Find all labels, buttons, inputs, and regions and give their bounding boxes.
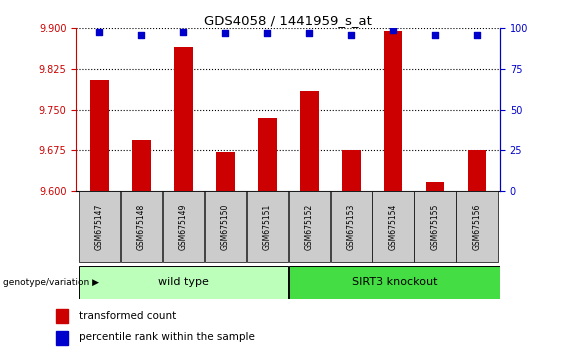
Text: GSM675147: GSM675147 xyxy=(95,203,104,250)
FancyBboxPatch shape xyxy=(415,191,455,262)
Text: SIRT3 knockout: SIRT3 knockout xyxy=(351,277,437,287)
Bar xyxy=(216,152,234,191)
FancyBboxPatch shape xyxy=(372,191,414,262)
Bar xyxy=(56,331,68,345)
Text: transformed count: transformed count xyxy=(79,311,176,321)
Text: GSM675152: GSM675152 xyxy=(305,204,314,250)
FancyBboxPatch shape xyxy=(79,191,120,262)
FancyBboxPatch shape xyxy=(457,191,498,262)
Bar xyxy=(384,31,402,191)
Text: wild type: wild type xyxy=(158,277,208,287)
Point xyxy=(95,29,104,34)
FancyBboxPatch shape xyxy=(163,191,204,262)
Point xyxy=(346,32,355,38)
Text: GSM675150: GSM675150 xyxy=(221,203,230,250)
Bar xyxy=(467,150,486,191)
Text: GSM675156: GSM675156 xyxy=(472,203,481,250)
Text: GSM675151: GSM675151 xyxy=(263,204,272,250)
FancyBboxPatch shape xyxy=(331,191,372,262)
Point xyxy=(179,29,188,34)
Bar xyxy=(425,182,445,191)
Text: genotype/variation ▶: genotype/variation ▶ xyxy=(3,278,99,287)
Bar xyxy=(299,91,319,191)
Bar xyxy=(90,80,109,191)
Point xyxy=(305,30,314,36)
Point xyxy=(389,27,398,33)
Text: percentile rank within the sample: percentile rank within the sample xyxy=(79,332,255,342)
FancyBboxPatch shape xyxy=(289,191,330,262)
FancyBboxPatch shape xyxy=(246,191,288,262)
FancyBboxPatch shape xyxy=(79,266,288,299)
Point xyxy=(431,32,440,38)
Text: GSM675153: GSM675153 xyxy=(346,203,355,250)
Bar xyxy=(174,47,193,191)
FancyBboxPatch shape xyxy=(289,266,500,299)
Point xyxy=(221,30,230,36)
Bar xyxy=(56,309,68,323)
Text: GSM675148: GSM675148 xyxy=(137,204,146,250)
Point xyxy=(137,32,146,38)
FancyBboxPatch shape xyxy=(121,191,162,262)
Text: GSM675149: GSM675149 xyxy=(179,203,188,250)
Point xyxy=(263,30,272,36)
Text: GSM675154: GSM675154 xyxy=(389,203,398,250)
Point xyxy=(472,32,481,38)
Bar xyxy=(258,118,277,191)
Bar xyxy=(342,150,360,191)
Text: GSM675155: GSM675155 xyxy=(431,203,440,250)
FancyBboxPatch shape xyxy=(205,191,246,262)
Title: GDS4058 / 1441959_s_at: GDS4058 / 1441959_s_at xyxy=(204,14,372,27)
Bar xyxy=(132,139,151,191)
